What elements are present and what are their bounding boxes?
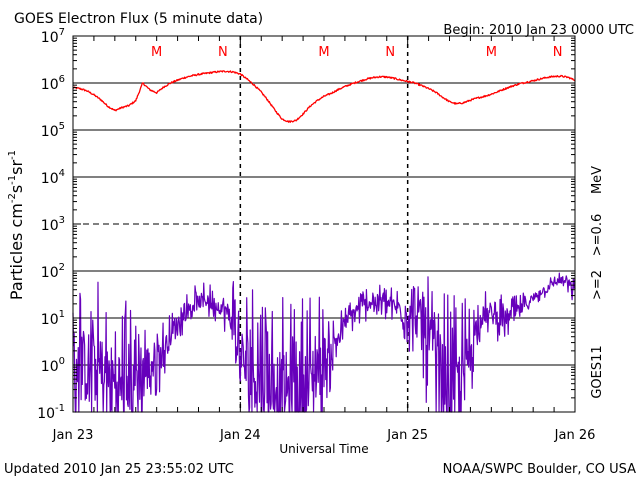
y-tick-base: 10 — [41, 30, 59, 46]
y-tick-label: 102 — [41, 262, 65, 281]
x-tick-label: Jan 23 — [52, 428, 94, 443]
local-time-marker: M — [318, 45, 329, 60]
legend-low-energy: >=2 — [590, 270, 605, 300]
y-tick-label: 105 — [41, 121, 65, 140]
y-tick-base: 10 — [41, 124, 59, 140]
y-tick-exponent: 3 — [59, 215, 65, 226]
y-axis-label: Particles cm-2s-1sr-1 — [7, 150, 26, 300]
y-tick-exponent: 7 — [59, 27, 65, 38]
y-tick-exponent: 2 — [59, 262, 65, 273]
updated-timestamp: Updated 2010 Jan 25 23:55:02 UTC — [4, 462, 234, 477]
legend-unit: MeV — [590, 166, 605, 194]
local-time-marker: N — [218, 45, 228, 60]
y-tick-label: 103 — [41, 215, 65, 234]
x-tick-label: Jan 26 — [554, 428, 596, 443]
y-axis-label-main: Particles cm — [7, 203, 26, 300]
y-axis-label-exp-s: -1 — [7, 175, 18, 185]
x-tick-label: Jan 24 — [219, 428, 261, 443]
chart-title: GOES Electron Flux (5 minute data) — [14, 11, 263, 27]
series-line-low-energy — [72, 272, 576, 413]
y-tick-base: 10 — [37, 406, 55, 422]
y-tick-exponent: -1 — [55, 403, 65, 414]
y-tick-label: 10-1 — [37, 403, 65, 422]
y-tick-base: 10 — [41, 265, 59, 281]
y-tick-base: 10 — [41, 218, 59, 234]
y-tick-label: 104 — [41, 168, 65, 187]
begin-timestamp: Begin: 2010 Jan 23 0000 UTC — [443, 23, 634, 38]
y-tick-label: 101 — [41, 309, 65, 328]
legend-high-energy: >=0.6 — [590, 214, 605, 256]
y-axis-label-sr: sr — [7, 160, 26, 175]
y-tick-exponent: 4 — [59, 168, 65, 179]
y-tick-base: 10 — [41, 77, 59, 93]
local-time-marker: M — [486, 45, 497, 60]
y-tick-exponent: 6 — [59, 74, 65, 85]
x-tick-label: Jan 25 — [386, 428, 428, 443]
local-time-marker: M — [151, 45, 162, 60]
source-credit: NOAA/SWPC Boulder, CO USA — [443, 462, 636, 477]
energy-legend: MeV >=0.6 >=2 GOES11 — [590, 166, 605, 399]
x-axis-label: Universal Time — [279, 442, 368, 456]
series-line-high-energy — [72, 70, 576, 123]
y-tick-label: 100 — [41, 356, 65, 375]
y-tick-label: 106 — [41, 74, 65, 93]
local-time-marker: N — [385, 45, 395, 60]
y-tick-base: 10 — [41, 171, 59, 187]
y-axis-label-s: s — [7, 185, 26, 193]
y-axis-label-exp-sr: -1 — [7, 150, 18, 160]
legend-satellite: GOES11 — [590, 345, 605, 398]
y-tick-base: 10 — [41, 312, 59, 328]
y-tick-label: 107 — [41, 27, 65, 46]
y-tick-exponent: 0 — [59, 356, 65, 367]
y-tick-exponent: 5 — [59, 121, 65, 132]
local-time-marker: N — [553, 45, 563, 60]
y-tick-exponent: 1 — [59, 309, 65, 320]
y-axis-label-exp-cm: -2 — [7, 193, 18, 203]
y-tick-base: 10 — [41, 359, 59, 375]
data-series — [72, 70, 576, 413]
